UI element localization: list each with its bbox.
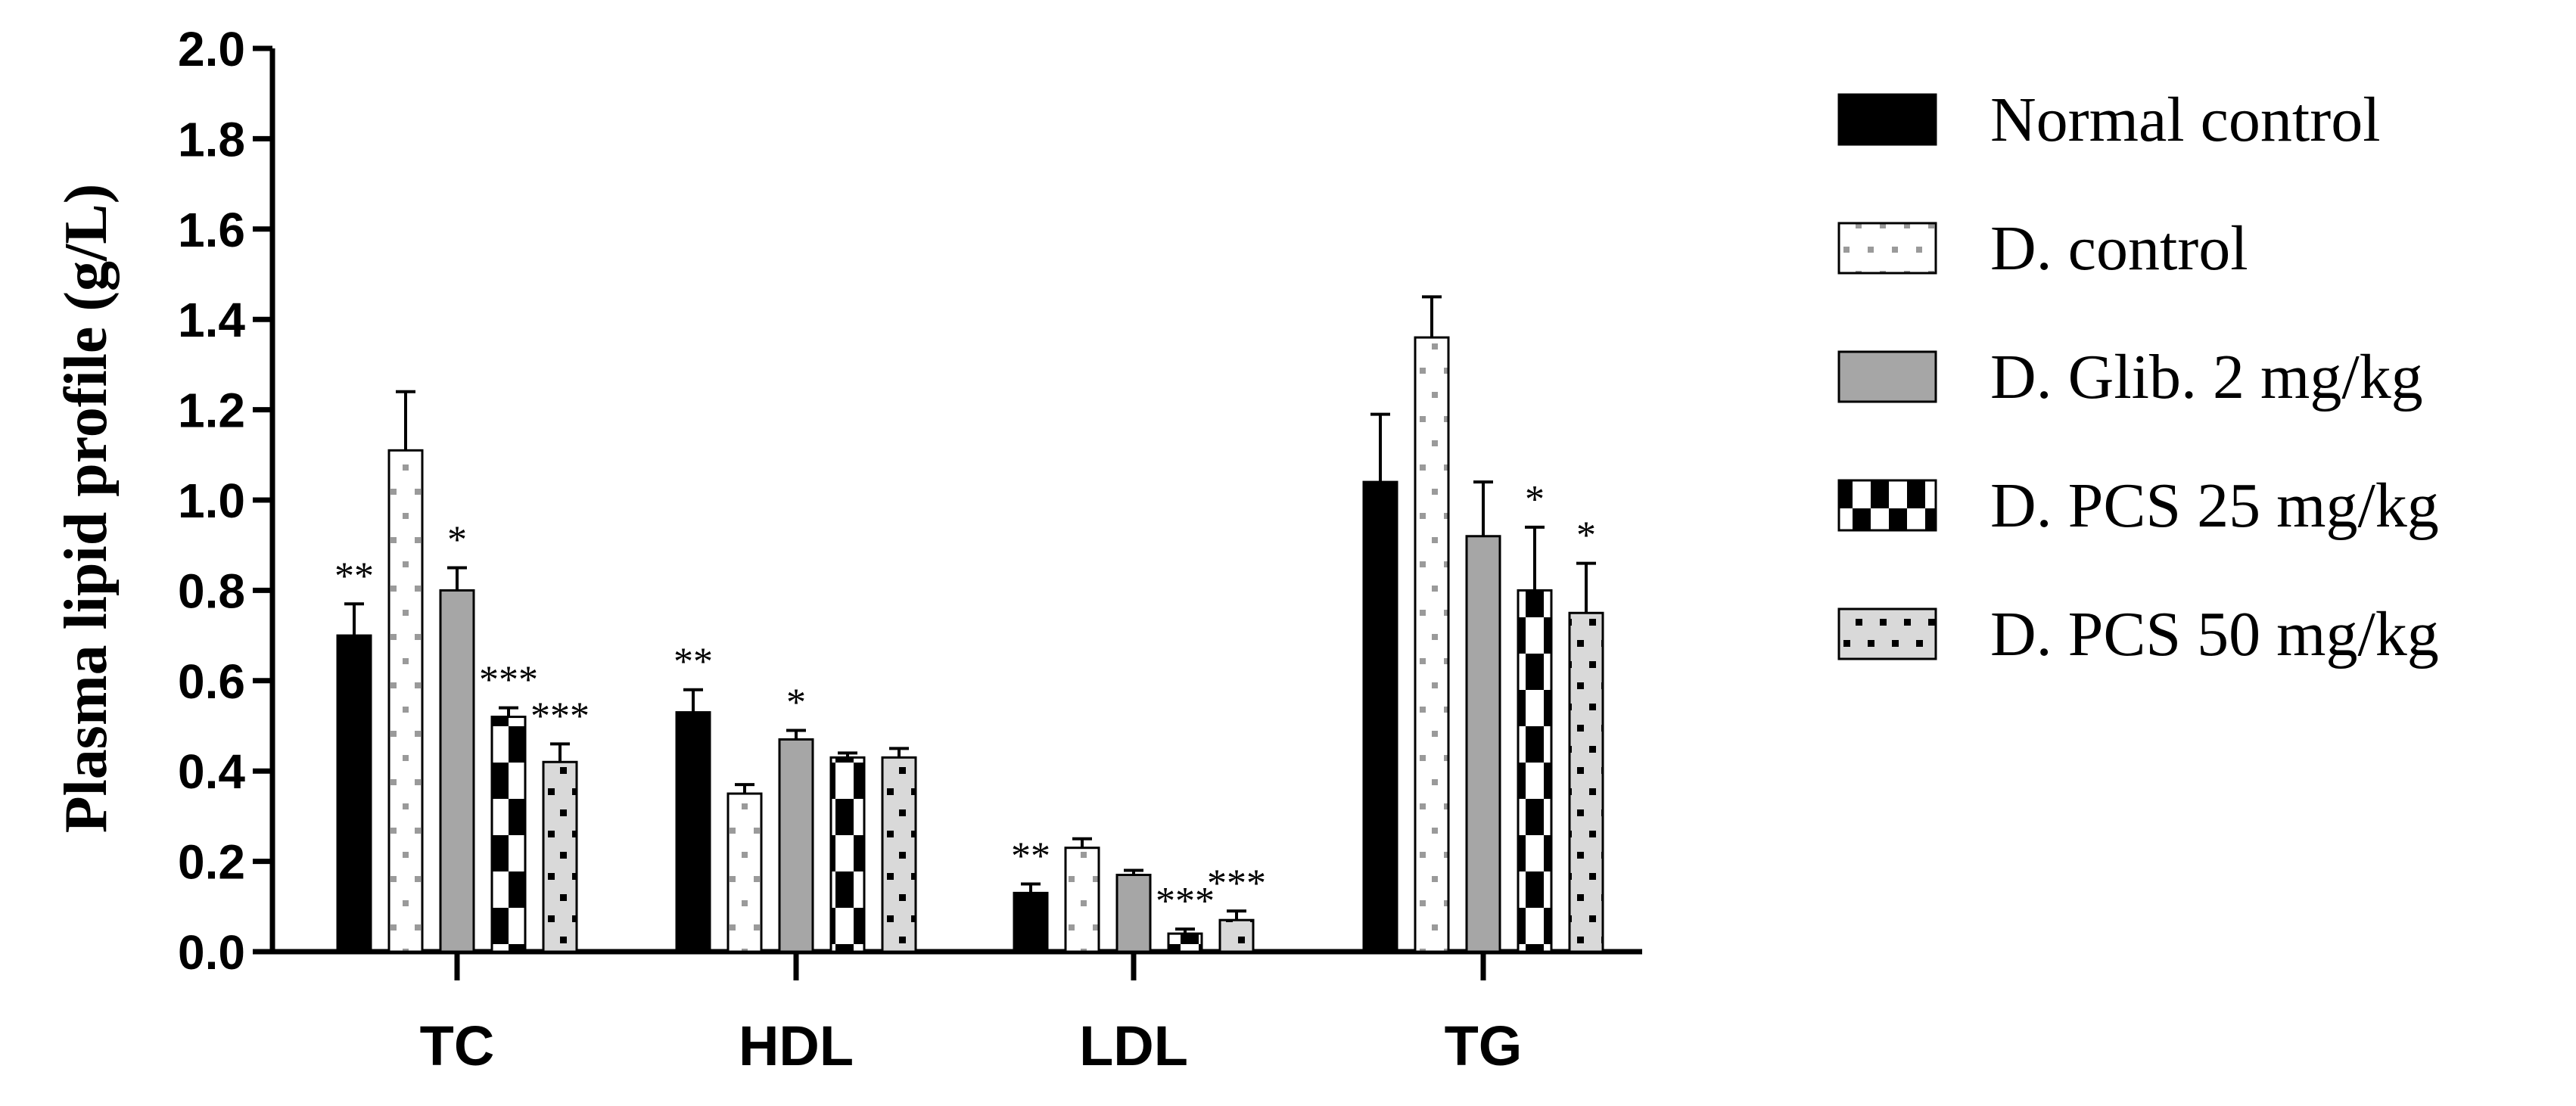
bar bbox=[490, 716, 527, 953]
bar bbox=[726, 792, 763, 953]
significance-label: ** bbox=[334, 555, 374, 598]
y-tick-label: 0.4 bbox=[178, 744, 245, 799]
bar bbox=[1064, 847, 1100, 953]
significance-label: *** bbox=[1156, 880, 1215, 923]
bar bbox=[881, 756, 917, 953]
y-tick-label: 1.2 bbox=[178, 384, 245, 438]
bar bbox=[336, 634, 372, 953]
significance-label: ** bbox=[1011, 834, 1050, 878]
x-tick-label: HDL bbox=[739, 1014, 854, 1077]
legend-swatch bbox=[1837, 479, 1937, 532]
legend-label: D. PCS 25 mg/kg bbox=[1990, 471, 2439, 541]
legend-label: D. control bbox=[1990, 213, 2248, 284]
legend-label: Normal control bbox=[1990, 85, 2381, 155]
bar bbox=[1414, 336, 1450, 953]
significance-label: *** bbox=[530, 694, 590, 738]
bar bbox=[675, 711, 711, 953]
significance-label: ** bbox=[674, 641, 713, 684]
legend-swatch bbox=[1837, 222, 1937, 275]
y-tick-label: 1.4 bbox=[178, 293, 245, 347]
significance-label: *** bbox=[479, 659, 538, 702]
bar bbox=[439, 589, 475, 953]
y-tick-label: 0.8 bbox=[178, 564, 245, 618]
x-tick-label: TG bbox=[1445, 1014, 1523, 1077]
significance-label: *** bbox=[1207, 862, 1266, 905]
y-tick-label: 2.0 bbox=[178, 22, 245, 76]
bar bbox=[1115, 874, 1152, 953]
bar bbox=[1465, 535, 1501, 953]
legend-label: D. Glib. 2 mg/kg bbox=[1990, 342, 2423, 412]
bar bbox=[1218, 918, 1255, 953]
x-tick-label: LDL bbox=[1079, 1014, 1188, 1077]
bar bbox=[1517, 589, 1553, 953]
y-tick-label: 1.6 bbox=[178, 203, 245, 257]
legend-swatch bbox=[1837, 607, 1937, 660]
bar bbox=[778, 738, 814, 953]
bar bbox=[1362, 480, 1398, 953]
bars: ********************** bbox=[334, 295, 1604, 953]
legend-label: D. PCS 50 mg/kg bbox=[1990, 599, 2439, 670]
y-axis-title: Plasma lipid profile (g/L) bbox=[53, 184, 120, 834]
legend-swatch bbox=[1837, 93, 1937, 146]
y-tick-label: 1.8 bbox=[178, 112, 245, 166]
y-tick-label: 1.0 bbox=[178, 474, 245, 528]
significance-label: * bbox=[1525, 478, 1545, 521]
significance-label: * bbox=[447, 519, 467, 562]
significance-label: * bbox=[786, 681, 806, 724]
y-tick-label: 0.6 bbox=[178, 654, 245, 709]
bar bbox=[387, 449, 424, 953]
legend-swatch bbox=[1837, 350, 1937, 403]
x-tick-label: TC bbox=[420, 1014, 495, 1077]
bar bbox=[542, 760, 578, 953]
bar bbox=[829, 756, 866, 953]
legend: Normal control D. control D. Glib. 2 mg/kg… bbox=[1837, 85, 2439, 670]
axes: 0.0 0.2 0.4 0.6 0.8 1.0 1.2 1.4 1.6 1.8 2.0 TC HDL LD… bbox=[178, 22, 1642, 1077]
y-tick-label: 0.0 bbox=[178, 925, 245, 980]
bar bbox=[1013, 891, 1049, 953]
y-tick-label: 0.2 bbox=[178, 835, 245, 890]
significance-label: * bbox=[1576, 514, 1596, 558]
bar bbox=[1568, 611, 1604, 953]
bar bbox=[1167, 932, 1203, 953]
